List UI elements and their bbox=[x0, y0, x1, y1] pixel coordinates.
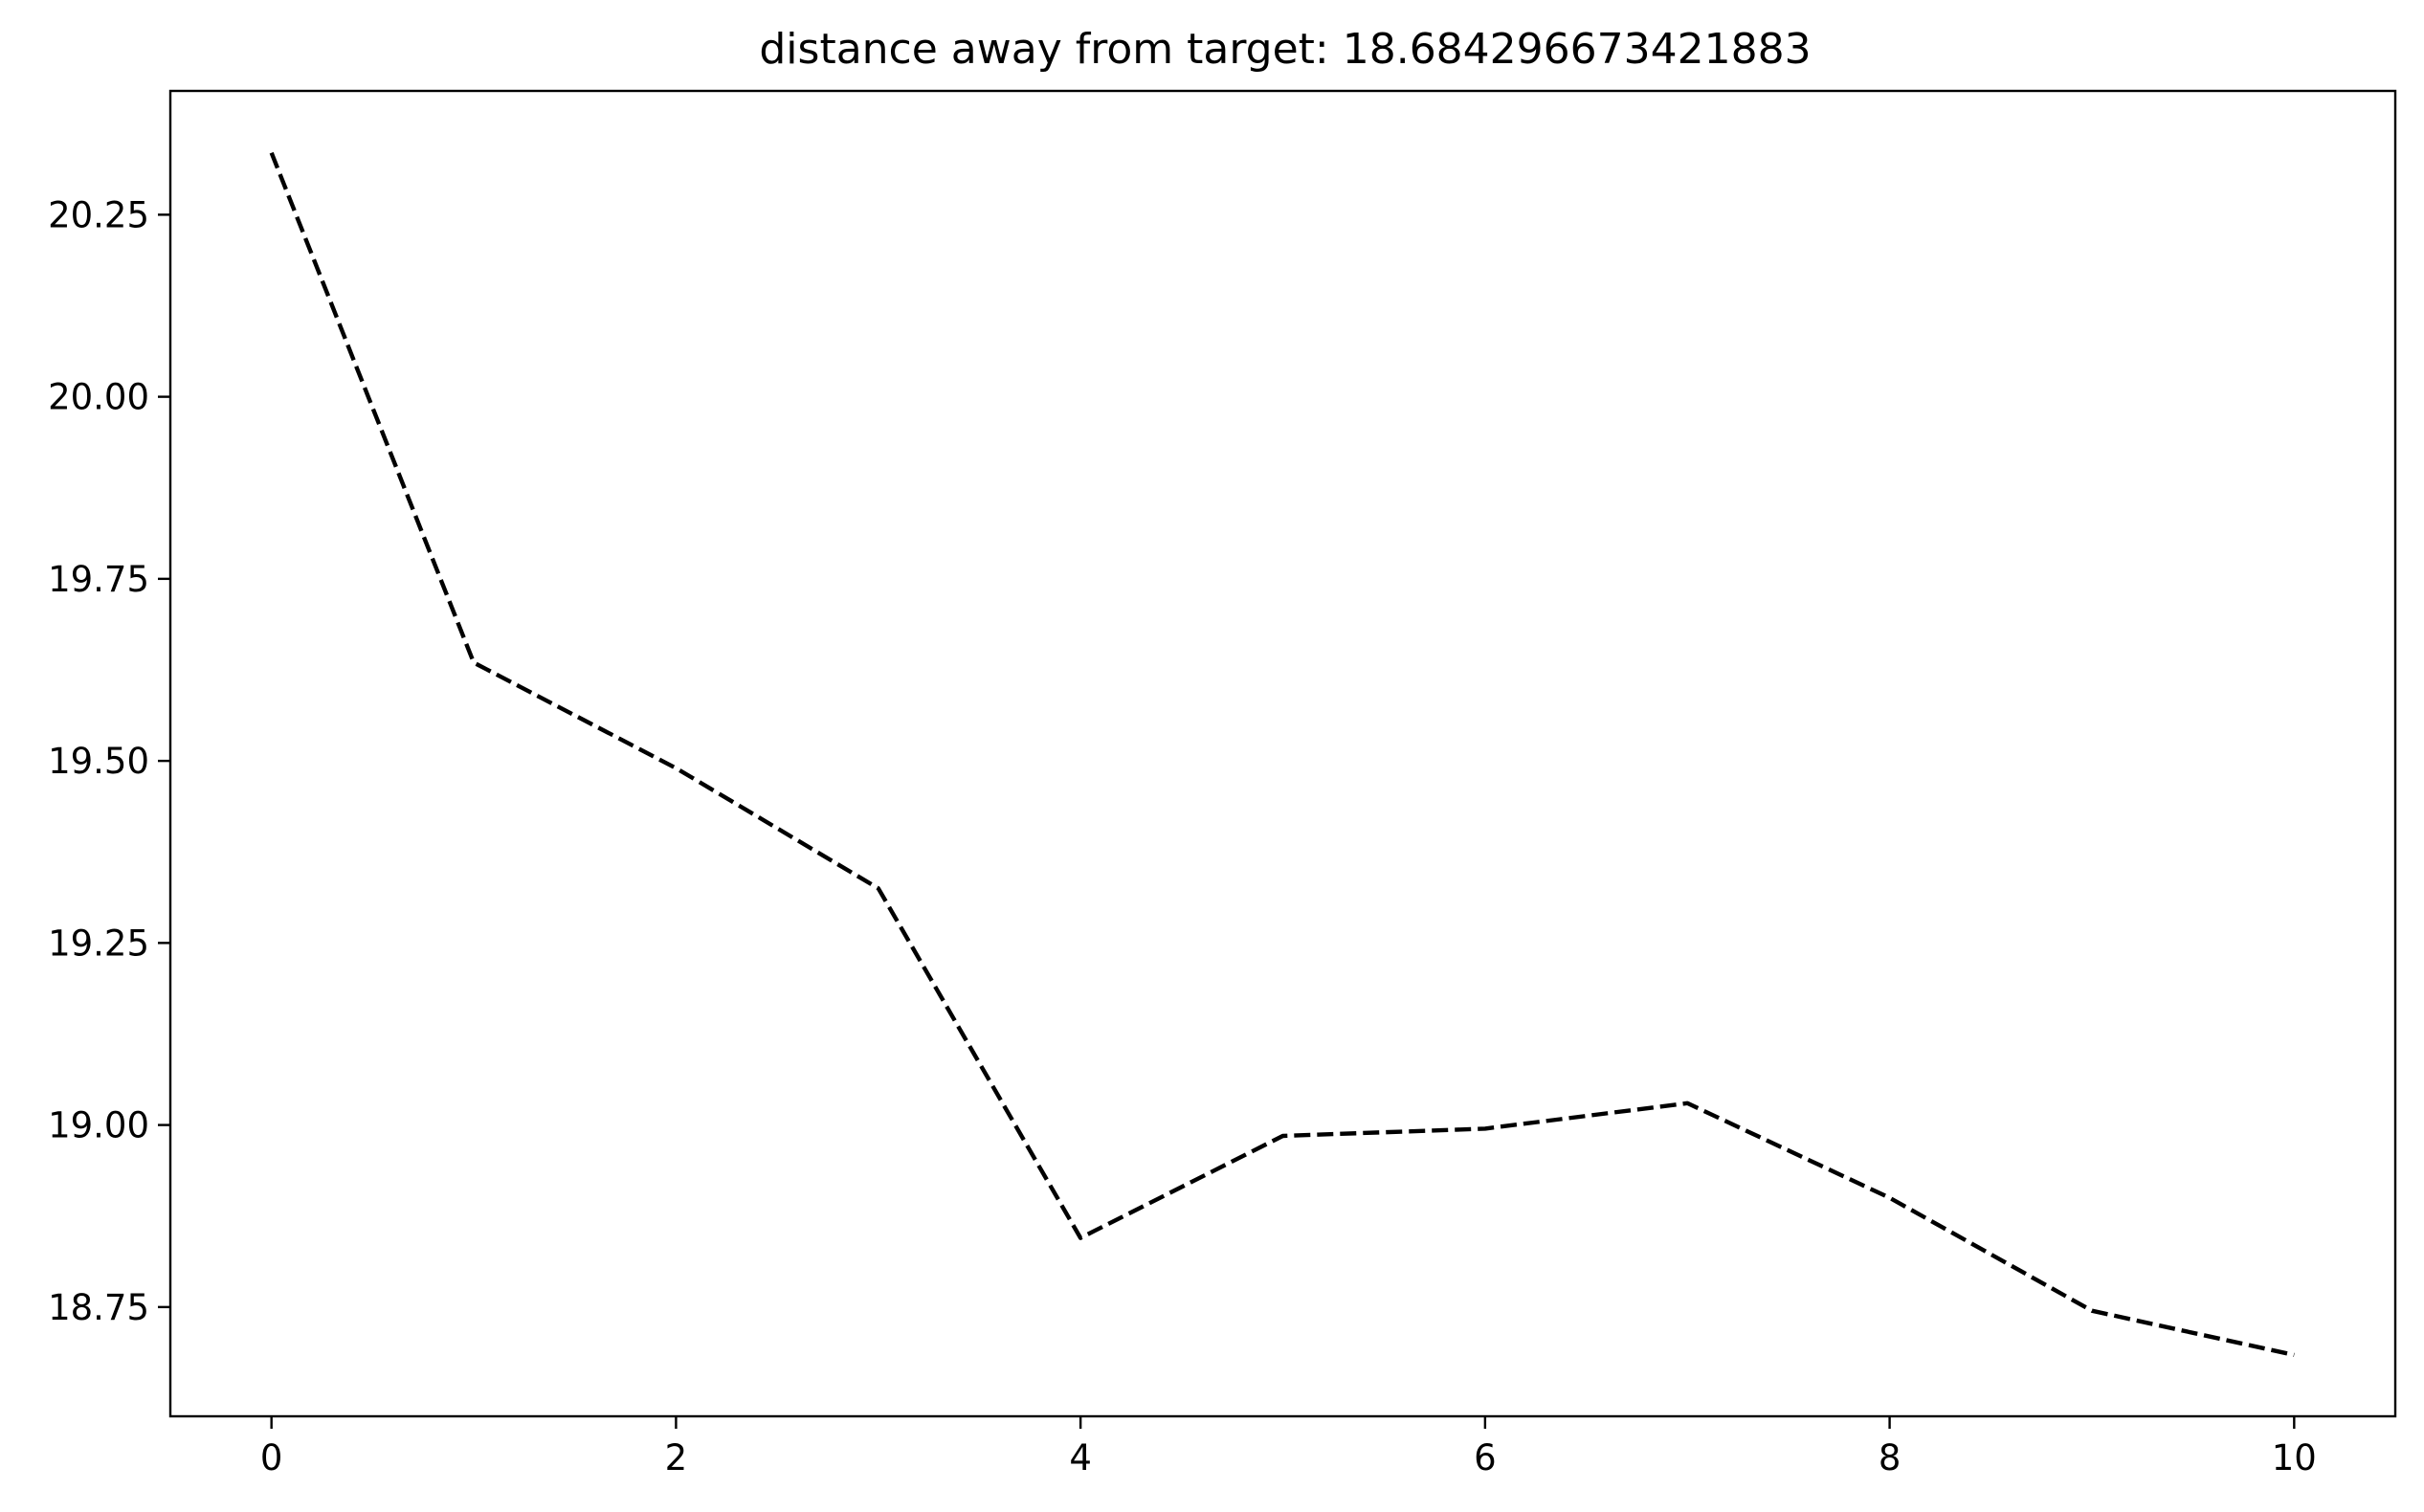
y-tick-label: 18.75 bbox=[48, 1287, 149, 1328]
y-tick-label: 19.50 bbox=[48, 741, 149, 782]
x-axis-ticks: 0 2 4 6 8 10 bbox=[260, 1416, 2317, 1479]
x-tick-label: 6 bbox=[1474, 1437, 1497, 1479]
x-tick-label: 8 bbox=[1879, 1437, 1901, 1479]
plot-area-frame bbox=[168, 89, 2397, 1418]
x-tick-label: 10 bbox=[2272, 1437, 2317, 1479]
y-axis-ticks: 18.75 19.00 19.25 19.50 19.75 20.00 20.25 bbox=[48, 194, 170, 1328]
x-tick-label: 2 bbox=[665, 1437, 688, 1479]
y-tick-label: 19.00 bbox=[48, 1105, 149, 1146]
x-tick-label: 0 bbox=[260, 1437, 283, 1479]
y-tick-label: 19.25 bbox=[48, 923, 149, 964]
y-tick-label: 19.75 bbox=[48, 559, 149, 600]
y-tick-label: 20.25 bbox=[48, 194, 149, 235]
chart-title: distance away from target: 18.6842966734… bbox=[759, 25, 1811, 74]
series-layer bbox=[269, 151, 2295, 1358]
series-line bbox=[269, 151, 2295, 1358]
x-tick-label: 4 bbox=[1069, 1437, 1092, 1479]
y-tick-label: 20.00 bbox=[48, 377, 149, 418]
